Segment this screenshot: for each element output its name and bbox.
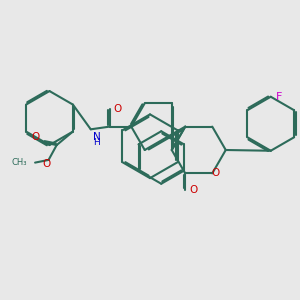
- Text: H: H: [93, 138, 100, 147]
- Text: O: O: [114, 104, 122, 114]
- Text: CH₃: CH₃: [11, 158, 27, 167]
- Text: N: N: [92, 132, 100, 142]
- Text: O: O: [43, 159, 51, 170]
- Text: F: F: [276, 92, 283, 102]
- Text: O: O: [189, 184, 198, 195]
- Text: O: O: [211, 168, 219, 178]
- Text: O: O: [32, 132, 40, 142]
